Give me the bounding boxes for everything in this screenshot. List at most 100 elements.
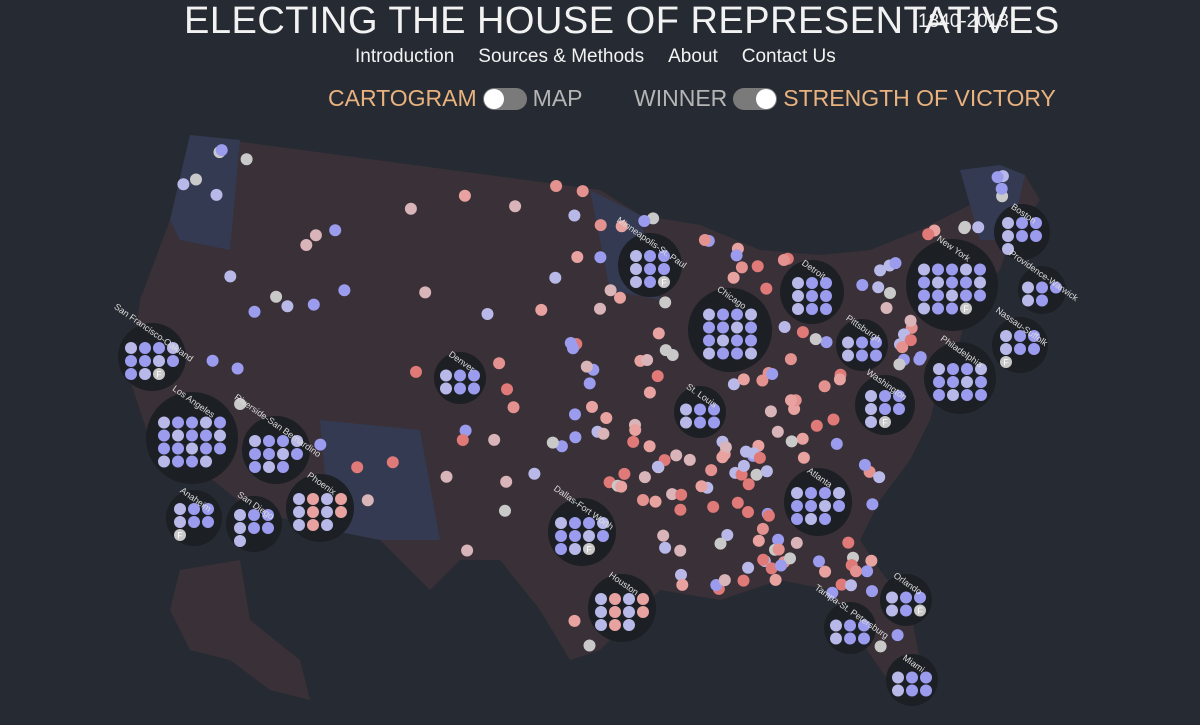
district xyxy=(870,336,882,349)
district xyxy=(995,182,1008,195)
toggle[interactable]: WINNER STRENGTH OF VICTORY xyxy=(634,85,1056,112)
nav-link[interactable]: Sources & Methods xyxy=(478,46,645,67)
district xyxy=(583,543,595,555)
district xyxy=(594,219,607,232)
district xyxy=(386,456,399,469)
district xyxy=(658,276,670,288)
district xyxy=(314,438,327,451)
district xyxy=(790,536,803,549)
metro: Providence-Warwick xyxy=(1007,248,1080,314)
district xyxy=(571,251,584,263)
district xyxy=(714,537,727,550)
district xyxy=(419,286,432,299)
nav-link[interactable]: About xyxy=(668,46,718,67)
district xyxy=(456,434,469,446)
district xyxy=(842,536,855,549)
district xyxy=(819,487,831,499)
knob xyxy=(483,88,504,109)
district xyxy=(167,342,179,354)
district xyxy=(214,429,226,442)
district xyxy=(658,250,670,262)
district xyxy=(214,442,226,455)
nav-link[interactable]: Introduction xyxy=(355,46,455,67)
district xyxy=(338,284,351,297)
district xyxy=(873,471,886,484)
district xyxy=(509,200,522,213)
district xyxy=(918,263,930,276)
district xyxy=(535,303,548,316)
district xyxy=(932,302,944,315)
district xyxy=(858,619,870,632)
district xyxy=(200,455,212,468)
district xyxy=(637,593,649,605)
district xyxy=(731,347,743,360)
district xyxy=(458,189,471,202)
nav-link[interactable]: Contact Us xyxy=(741,46,836,67)
district xyxy=(719,441,732,454)
district xyxy=(810,419,823,432)
district xyxy=(797,451,810,464)
district xyxy=(844,619,856,632)
district xyxy=(730,249,743,262)
district xyxy=(1036,281,1048,294)
district xyxy=(740,445,752,458)
district xyxy=(630,276,642,288)
district xyxy=(695,480,708,493)
district xyxy=(745,334,757,347)
district xyxy=(792,303,804,315)
district xyxy=(615,480,628,493)
metro: Atlanta xyxy=(784,465,852,536)
district xyxy=(569,408,581,421)
district xyxy=(805,487,817,499)
district xyxy=(597,530,609,542)
district xyxy=(404,202,417,215)
district xyxy=(947,363,959,375)
district xyxy=(174,503,186,515)
district xyxy=(676,578,689,591)
switch[interactable] xyxy=(733,87,778,110)
district xyxy=(717,308,729,321)
district xyxy=(856,349,868,362)
district xyxy=(321,493,333,505)
district xyxy=(974,289,986,302)
district xyxy=(717,347,729,360)
district xyxy=(842,349,854,362)
district xyxy=(158,442,170,455)
district xyxy=(638,215,651,227)
switch[interactable] xyxy=(482,87,527,110)
district xyxy=(351,461,364,474)
district xyxy=(658,263,670,275)
district xyxy=(827,413,840,426)
district xyxy=(1014,330,1026,342)
district xyxy=(172,455,184,468)
district xyxy=(750,468,763,481)
district xyxy=(830,437,843,450)
district xyxy=(694,416,706,429)
district xyxy=(609,593,621,605)
district xyxy=(614,291,626,304)
district xyxy=(809,333,822,346)
district xyxy=(277,435,289,447)
district xyxy=(845,579,857,592)
metro: Houston xyxy=(588,570,656,642)
district xyxy=(865,390,877,402)
district xyxy=(896,341,909,354)
district xyxy=(293,519,305,531)
district xyxy=(764,405,777,418)
district xyxy=(644,250,656,262)
district xyxy=(652,327,665,340)
district xyxy=(791,500,803,512)
district xyxy=(214,416,226,429)
district xyxy=(918,276,930,289)
district xyxy=(760,282,773,295)
district xyxy=(716,451,729,464)
district xyxy=(737,574,750,587)
flip-marker: F xyxy=(1003,358,1009,368)
district xyxy=(627,435,640,448)
district xyxy=(932,276,944,289)
district xyxy=(186,429,198,442)
district xyxy=(499,504,511,517)
toggle[interactable]: CARTOGRAM MAP xyxy=(328,85,583,112)
district xyxy=(202,516,214,528)
